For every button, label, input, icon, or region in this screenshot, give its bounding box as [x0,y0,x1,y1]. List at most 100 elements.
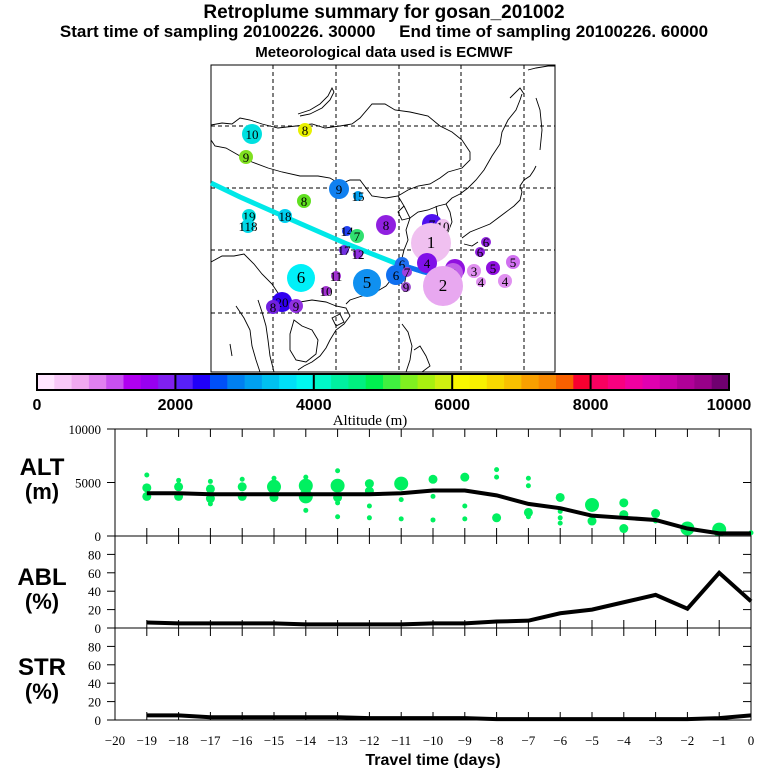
altitude-point [494,474,500,480]
marker-label: 5 [510,255,517,270]
x-tick-label: −18 [168,733,188,748]
map-marker: 8 [376,215,396,235]
map-marker: 8 [297,194,311,209]
panel-frame [114,627,752,721]
map-marker: 5 [486,261,500,276]
map-marker: 9 [329,179,349,199]
map-panel: 1089915819118181478171261110520897101667… [209,64,556,373]
altitude-point [398,516,404,522]
altitude-point [651,509,661,519]
x-tick-label: −12 [359,733,379,748]
marker-label: 5 [490,261,497,276]
altitude-point [555,492,565,502]
marker-dot [298,123,312,137]
abl-line [146,569,753,627]
altitude-point [207,501,213,507]
str-line [146,713,752,722]
marker-dot [476,277,486,287]
marker-label: 8 [270,300,277,315]
marker-dot [481,237,491,247]
met-data-subtitle: Meteorological data used is ECMWF [255,44,513,61]
colorbar-segment [296,374,315,390]
marker-label: 6 [399,257,406,272]
colorbar-segment [331,374,349,390]
altitude-point [394,476,409,491]
x-tick-label: −19 [137,733,157,748]
panel-units: (m) [25,479,59,504]
colorbar-segment [175,374,194,390]
altitude-point [462,503,468,509]
map-marker: 8 [266,300,280,315]
map-marker: 5 [506,255,520,270]
altitude-point [557,515,563,521]
marker-label: 17 [338,243,352,258]
altitude-point [205,494,215,504]
y-tick-label: 20 [88,695,101,710]
x-tick-label: 0 [748,733,755,748]
colorbar-segment [573,374,592,390]
map-marker: 7 [402,265,412,280]
colorbar-label: Altitude (m) [333,413,408,429]
altitude-point [142,483,152,493]
map-marker: 12 [352,247,365,262]
colorbar-segment [348,374,367,390]
marker-label: 118 [238,219,257,234]
marker-label: 6 [393,268,400,283]
marker-label: 9 [336,182,343,197]
colorbar-segment [123,374,142,390]
marker-label: 10 [246,127,259,142]
y-tick-label: 0 [95,529,102,544]
colorbar-segment [469,374,488,390]
marker-label: 15 [352,189,365,204]
map-marker: 6 [475,245,485,260]
x-tick-label: −14 [296,733,317,748]
altitude-point [335,500,341,506]
altitude-point [207,478,213,484]
marker-dot [353,269,381,297]
colorbar-segment [434,374,453,390]
panel-alt: 0 5000 10000 ALT(m) [20,422,754,544]
marker-label: 4 [502,274,509,289]
y-tick-label: 0 [95,713,102,728]
marker-label: 2 [439,276,448,295]
altitude-point [298,478,313,493]
colorbar-segment [452,374,471,390]
colorbar-segment [279,374,298,390]
x-tick-label: −15 [264,733,284,748]
map-marker: 8 [298,123,312,138]
altitude-point [237,482,247,492]
altitude-point [267,479,281,494]
x-tick-label: −8 [490,733,504,748]
mean-altitude-line [146,488,751,536]
y-tick-label: 60 [88,658,101,673]
colorbar-segment [659,374,678,390]
sampling-time-subtitle: Start time of sampling 20100226. 30000 E… [59,22,709,41]
map-marker: 3 [467,264,481,279]
map-marker: 7 [350,229,364,244]
panel-units: (%) [25,679,59,704]
marker-dot [321,286,331,296]
marker-label: 4 [424,256,431,271]
colorbar-tick-label: 8000 [573,397,609,414]
altitude-point [330,478,345,493]
altitude-point [585,497,599,512]
y-tick-label: 80 [88,639,101,654]
altitude-point [428,474,438,484]
marker-label: 8 [302,123,309,138]
map-marker: 9 [239,150,253,165]
colorbar-segment [521,374,540,390]
colorbar-segment [607,374,626,390]
colorbar-segment [677,374,695,390]
x-tick-label: −2 [680,733,694,748]
altitude-point [494,467,500,473]
plume-markers: 1089915819118181478171261110520897101667… [238,123,520,315]
altitude-point [335,468,341,474]
map-marker: 4 [498,274,512,289]
x-tick-label: −10 [423,733,443,748]
map-marker: 9 [289,299,303,314]
colorbar-segment [590,374,609,390]
map-marker: 6 [481,235,491,250]
map-marker: 17 [338,243,352,258]
y-tick-label: 40 [88,676,101,691]
